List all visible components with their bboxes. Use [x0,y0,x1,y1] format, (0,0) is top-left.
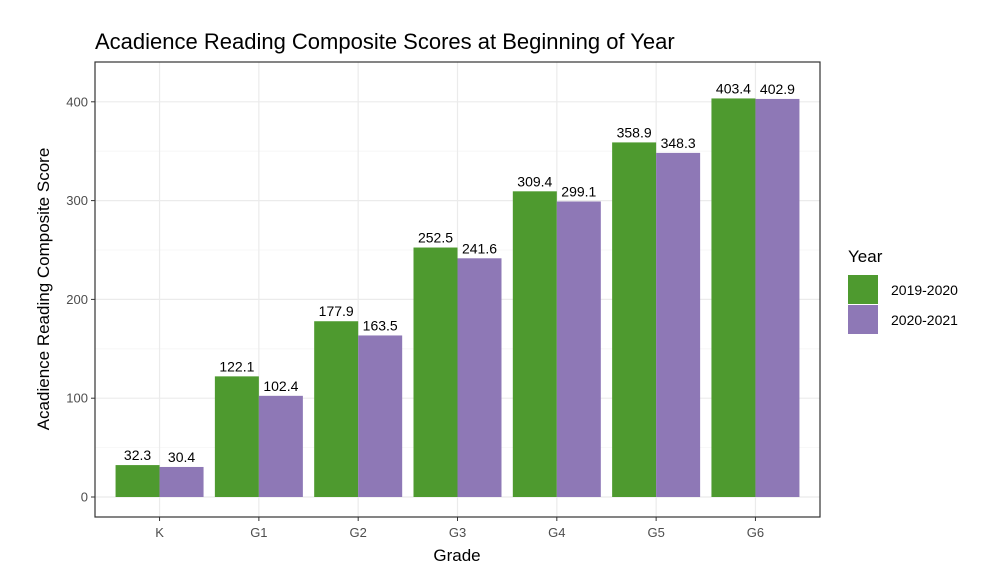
bar [755,98,800,497]
x-tick-label: G1 [250,525,267,540]
y-tick-label: 100 [66,391,88,406]
bar [159,466,204,497]
bar [358,335,403,497]
x-tick-label: G4 [548,525,565,540]
data-label: 309.4 [517,173,552,189]
y-axis-title: Acadience Reading Composite Score [34,148,53,431]
data-labels: 32.3 122.1 177.9 252.5 309.4 358.9 403.4 30.4 10… [124,80,795,465]
legend-title: Year [848,247,883,266]
y-tick-label: 200 [66,292,88,307]
bar [457,258,502,497]
chart-title: Acadience Reading Composite Scores at Be… [95,29,675,54]
legend-label: 2020-2021 [891,312,958,328]
bar [556,201,601,497]
x-tick-label: G6 [747,525,764,540]
data-label: 358.9 [617,124,652,140]
data-label: 32.3 [124,447,151,463]
y-tick-label: 400 [66,94,88,109]
bar [711,98,756,498]
bar [115,465,160,497]
legend: Year 2019-2020 2020-2021 [848,247,958,334]
x-tick-label: G2 [350,525,367,540]
y-tick-label: 300 [66,193,88,208]
data-label: 163.5 [363,317,398,333]
bar [612,142,657,497]
bar [413,247,458,497]
data-label: 299.1 [561,183,596,199]
x-axis: K G1 G2 G3 G4 G5 G6 [155,517,764,540]
x-tick-label: G3 [449,525,466,540]
data-label: 30.4 [168,449,195,465]
legend-label: 2019-2020 [891,282,958,298]
data-label: 177.9 [319,303,354,319]
x-tick-label: G5 [647,525,664,540]
bar [656,152,701,498]
bars [115,98,800,498]
data-label: 102.4 [263,378,298,394]
bar [314,321,359,497]
legend-key [848,275,878,304]
x-axis-title: Grade [433,546,480,565]
data-label: 252.5 [418,230,453,246]
legend-key [848,305,878,334]
y-axis: 0 100 200 300 400 [66,94,95,505]
data-label: 241.6 [462,240,497,256]
data-label: 402.9 [760,81,795,97]
x-tick-label: K [155,525,164,540]
bar [258,395,303,497]
bar [512,191,557,497]
data-label: 348.3 [661,135,696,151]
bar [214,376,259,497]
y-tick-label: 0 [81,490,88,505]
data-label: 122.1 [219,358,254,374]
data-label: 403.4 [716,80,751,96]
